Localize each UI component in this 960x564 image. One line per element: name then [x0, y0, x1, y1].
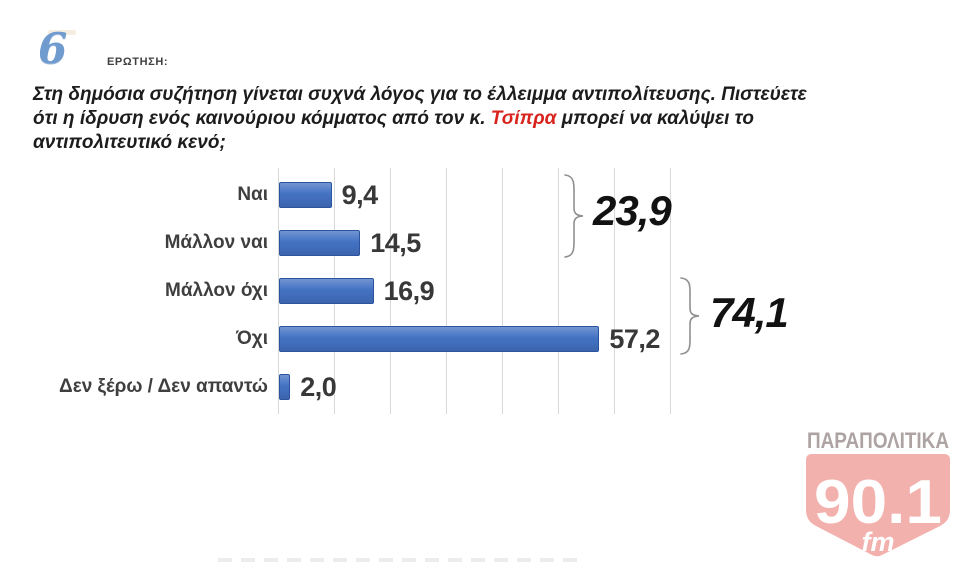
value-label: 2,0 — [300, 372, 337, 402]
bar — [279, 278, 374, 304]
group-total-no: 74,1 — [710, 289, 789, 336]
gridline — [670, 168, 671, 414]
value-label: 9,4 — [341, 180, 379, 210]
category-label: Μάλλον ναι — [164, 232, 268, 253]
category-label: Όχι — [236, 328, 268, 349]
category-label: Ναι — [237, 184, 268, 205]
question-line2-after: μπορεί να καλύψει το — [556, 108, 755, 129]
category-label: Μάλλον όχι — [165, 280, 268, 301]
bar — [279, 326, 600, 352]
group-total-yes: 23,9 — [593, 187, 672, 234]
cutoff-artifact-bottom — [218, 558, 578, 562]
value-label: 57,2 — [609, 324, 660, 354]
logo-shield — [806, 454, 950, 557]
bar — [279, 374, 291, 400]
gridline — [558, 168, 559, 414]
logo-frequency: 90.1 — [814, 468, 942, 537]
category-label: Δεν ξέρω / Δεν απαντώ — [59, 376, 268, 397]
question-line2-before: ότι η ίδρυση ενός καινούριου κόμματος απ… — [33, 108, 491, 129]
gridline — [502, 168, 503, 414]
brace-group-no — [680, 277, 700, 355]
value-label: 16,9 — [383, 276, 435, 306]
question-line3: αντιπολιτευτικό κενό; — [33, 132, 226, 153]
gridline — [446, 168, 447, 414]
brace-group-yes — [564, 174, 584, 258]
logo-top-text: ΠΑΡΑΠΟΛΙΤΙΚΑ — [807, 428, 949, 453]
gridline — [390, 168, 391, 414]
gridline — [614, 168, 615, 414]
value-label: 14,5 — [370, 228, 421, 258]
radio-station-logo: ΠΑΡΑΠΟΛΙΤΙΚΑ 90.1 fm — [806, 428, 950, 557]
cutoff-artifact-top — [48, 30, 76, 35]
question-text: Στη δημόσια συζήτηση γίνεται συχνά λόγος… — [33, 83, 833, 155]
bar — [279, 230, 361, 256]
gridline — [278, 168, 279, 414]
question-highlight: Τσίπρα — [490, 108, 557, 129]
bar — [279, 182, 332, 208]
question-label: ΕΡΩΤΗΣΗ: — [107, 56, 169, 68]
logo-fm-text: fm — [862, 527, 895, 557]
question-line1: Στη δημόσια συζήτηση γίνεται συχνά λόγος… — [33, 84, 807, 105]
question-number: 6 — [38, 24, 68, 73]
